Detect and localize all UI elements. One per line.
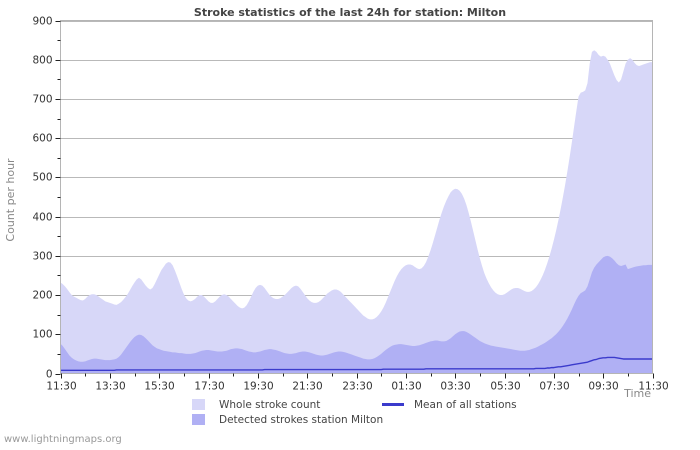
- legend-swatch-icon: [192, 399, 205, 410]
- x-tick-label: 03:30: [440, 381, 470, 393]
- chart-legend: Whole stroke count Detected strokes stati…: [192, 399, 517, 426]
- area-detected-strokes-milton: [60, 255, 653, 374]
- watermark: www.lightningmaps.org: [4, 434, 122, 445]
- y-tick-label: 200: [32, 290, 52, 302]
- y-tick-label: 600: [32, 133, 52, 145]
- legend-item: Detected strokes station Milton: [192, 414, 383, 426]
- legend-item: Mean of all stations: [382, 399, 517, 411]
- y-tick-label: 100: [32, 329, 52, 341]
- legend-swatch-icon: [192, 414, 205, 425]
- plot-series-areas: [60, 50, 653, 374]
- y-axis-title: Count per hour: [4, 158, 17, 242]
- y-tick-label: 500: [32, 172, 52, 184]
- x-tick-label: 11:30: [46, 381, 76, 393]
- x-tick-label: 13:30: [95, 381, 125, 393]
- legend-item: Whole stroke count: [192, 399, 320, 411]
- legend-label: Detected strokes station Milton: [219, 414, 383, 426]
- x-tick-label: 21:30: [292, 381, 322, 393]
- y-tick-label: 0: [46, 369, 53, 381]
- x-tick-label: 23:30: [342, 381, 372, 393]
- legend-label: Whole stroke count: [219, 399, 320, 411]
- y-tick-label: 900: [32, 16, 52, 28]
- x-tick-label: 19:30: [243, 381, 273, 393]
- y-tick-label: 800: [32, 55, 52, 67]
- x-axis-tick-labels: 11:30 13:30 15:30 17:30 19:30 21:30 23:30 01:30…: [46, 381, 668, 393]
- line-mean-of-all-stations: [60, 356, 653, 372]
- legend-label: Mean of all stations: [414, 399, 517, 411]
- x-tick-label: 11:30: [638, 381, 668, 393]
- x-axis-title: Time: [623, 387, 651, 400]
- x-tick-label: 09:30: [588, 381, 618, 393]
- x-tick-label: 07:30: [539, 381, 569, 393]
- mean-line-series: [60, 356, 653, 372]
- x-tick-label: 05:30: [490, 381, 520, 393]
- y-axis-tick-labels: 0 100 200 300 400 500 600 700 800 900: [32, 16, 52, 381]
- y-tick-label: 700: [32, 94, 52, 106]
- x-tick-label: 17:30: [194, 381, 224, 393]
- x-axis-ticks: [61, 373, 654, 379]
- y-tick-label: 400: [32, 212, 52, 224]
- x-tick-label: 15:30: [144, 381, 174, 393]
- y-tick-label: 300: [32, 251, 52, 263]
- x-tick-label: 01:30: [391, 381, 421, 393]
- chart-title: Stroke statistics of the last 24h for st…: [194, 6, 506, 19]
- y-axis-ticks: [55, 21, 61, 375]
